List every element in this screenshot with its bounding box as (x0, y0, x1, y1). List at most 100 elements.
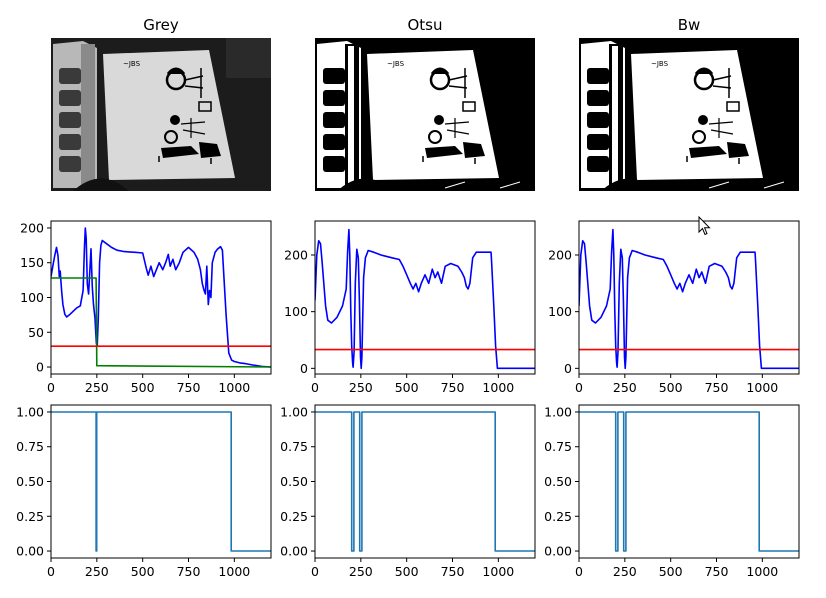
y-tick-label: 200 (548, 248, 572, 263)
cartoon-body (448, 68, 468, 98)
cartoon-hair (694, 67, 714, 75)
drawer-handle (59, 68, 81, 84)
y-tick-label: 0.25 (16, 509, 44, 524)
x-tick-label: 0 (47, 564, 55, 579)
y-tick-label: 0.75 (544, 439, 572, 454)
shadow-arc (601, 178, 657, 191)
x-tick-label: 750 (177, 380, 201, 395)
y-tick-label: 200 (20, 220, 44, 235)
x-tick-label: 750 (441, 380, 465, 395)
y-tick-label: 0 (36, 360, 44, 375)
axes-frame (578, 220, 800, 375)
y-tick-label: 1.00 (280, 404, 308, 419)
y-tick-label: 50 (28, 325, 44, 340)
paper-scribble: ~JBS (651, 60, 669, 68)
cartoon-figure-3 (199, 142, 221, 158)
x-tick-label: 1000 (482, 564, 514, 579)
y-tick-label: 1.00 (544, 404, 572, 419)
cartoon-figure-3 (463, 142, 485, 158)
cartoon-lines (444, 118, 470, 138)
mouse-cursor-icon (698, 216, 711, 236)
cartoon-body (712, 68, 732, 98)
cartoon-hair (430, 67, 450, 75)
noise-edge (444, 181, 521, 189)
x-tick-label: 500 (395, 380, 419, 395)
y-tick-label: 0.00 (16, 544, 44, 559)
drawer-handle (59, 156, 81, 172)
y-tick-label: 200 (284, 248, 308, 263)
bw-profile-plot: 0 250 500 750 1000 0 100 200 (548, 220, 800, 395)
x-tick-label: 500 (659, 380, 683, 395)
axes-frame (578, 404, 800, 559)
drawer-handle (587, 112, 609, 128)
drawer-handle (587, 68, 609, 84)
x-tick-label: 750 (177, 564, 201, 579)
y-tick-label: 0 (564, 361, 572, 376)
x-tick-label: 500 (131, 564, 155, 579)
y-tick-label: 1.00 (16, 404, 44, 419)
y-tick-label: 0.25 (280, 509, 308, 524)
y-tick-label: 0.75 (280, 439, 308, 454)
x-tick-label: 250 (613, 380, 637, 395)
cartoon-legs (158, 156, 212, 164)
x-tick-label: 1000 (746, 380, 778, 395)
bw-image: ~JBS (579, 38, 799, 191)
x-tick-label: 250 (349, 380, 373, 395)
drawer-handle (323, 68, 345, 84)
drawer-handle (323, 112, 345, 128)
cartoon-ball (434, 115, 444, 125)
x-tick-label: 250 (85, 564, 109, 579)
noise-edge (708, 181, 785, 189)
x-tick-label: 750 (441, 564, 465, 579)
y-tick-label: 0.50 (280, 474, 308, 489)
axes-frame (50, 220, 272, 375)
shadow-arc (73, 178, 129, 191)
y-tick-label: 100 (548, 304, 572, 319)
image-title-otsu: Otsu (407, 16, 442, 34)
drawer-handle (59, 112, 81, 128)
drawer-handle (323, 90, 345, 106)
x-tick-label: 500 (659, 564, 683, 579)
y-tick-label: 0.00 (280, 544, 308, 559)
drawer-handle (587, 156, 609, 172)
drawer-handle (587, 90, 609, 106)
otsu-image: ~JBS (315, 38, 535, 191)
x-tick-label: 1000 (218, 380, 250, 395)
paper-scribble: ~JBS (123, 60, 141, 68)
drawer-handle (587, 134, 609, 150)
series-line-0 (315, 411, 535, 552)
image-title-grey: Grey (143, 16, 179, 34)
x-tick-label: 1000 (218, 564, 250, 579)
paper-scribble: ~JBS (387, 60, 405, 68)
image-title-bw: Bw (678, 16, 701, 34)
cartoon-lines (180, 118, 206, 138)
y-tick-label: 150 (20, 255, 44, 270)
cartoon-ball (170, 115, 180, 125)
series-line-1 (51, 277, 271, 368)
x-tick-label: 250 (613, 564, 637, 579)
y-tick-label: 0.50 (16, 474, 44, 489)
cartoon-legs (422, 156, 476, 164)
axes-frame (50, 404, 272, 559)
cartoon-figure-2 (161, 146, 199, 158)
drawer-handle (59, 134, 81, 150)
cartoon-figure-2 (689, 146, 727, 158)
otsu-mask-plot: 0 250 500 750 1000 0.00 0.25 0.50 0.75 1.00 (280, 404, 536, 579)
y-tick-label: 0.25 (544, 509, 572, 524)
cartoon-legs (686, 156, 740, 164)
x-tick-label: 0 (575, 564, 583, 579)
y-tick-label: 0 (300, 361, 308, 376)
grey-mask-plot: 0 250 500 750 1000 0.00 0.25 0.50 0.75 1.00 (16, 404, 272, 579)
x-tick-label: 750 (705, 564, 729, 579)
drawer-edge (612, 46, 618, 186)
x-tick-label: 500 (131, 380, 155, 395)
axes-frame (314, 220, 536, 375)
cartoon-head-2 (428, 130, 442, 144)
cartoon-hair (166, 67, 186, 75)
y-tick-label: 0.75 (16, 439, 44, 454)
cartoon-head-2 (164, 130, 178, 144)
series-line-0 (315, 228, 535, 370)
x-tick-label: 0 (311, 380, 319, 395)
cartoon-figure-2 (425, 146, 463, 158)
